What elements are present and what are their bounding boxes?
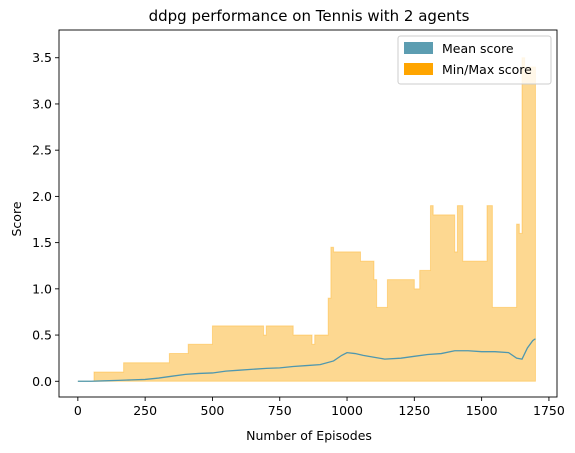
x-tick-label: 750	[268, 403, 292, 418]
y-tick-label: 3.5	[32, 50, 52, 65]
axes-frame	[58, 29, 558, 398]
y-tick-label: 0.0	[32, 374, 52, 389]
x-tick-label: 1750	[533, 403, 565, 418]
x-tick-label: 250	[133, 403, 157, 418]
x-tick-label: 1250	[398, 403, 430, 418]
x-tick-label: 1000	[331, 403, 363, 418]
x-tick-label: 500	[201, 403, 225, 418]
chart-title: ddpg performance on Tennis with 2 agents	[149, 7, 470, 25]
y-tick-label: 3.0	[32, 96, 52, 111]
legend-swatch	[404, 42, 433, 54]
plot-area	[77, 57, 536, 382]
minmax-band	[77, 57, 536, 382]
legend-label: Min/Max score	[442, 62, 532, 77]
y-tick-label: 2.0	[32, 189, 52, 204]
y-tick-label: 1.0	[32, 281, 52, 296]
x-tick-label: 0	[74, 403, 82, 418]
y-tick-label: 1.5	[32, 235, 52, 250]
x-tick-label: 1500	[466, 403, 498, 418]
y-axis-title: Score	[9, 201, 24, 236]
legend-box	[397, 35, 552, 85]
legend-label: Mean score	[442, 41, 514, 56]
y-tick-label: 0.5	[32, 328, 52, 343]
legend: Mean score Min/Max score	[397, 35, 552, 85]
y-tick-label: 2.5	[32, 143, 52, 158]
axes: 0 250 500 750 1000 1250 1500 1750 0.0 0.5 1.0 1.5 2.…	[32, 29, 565, 418]
x-axis-title: Number of Episodes	[246, 428, 372, 443]
legend-swatch	[404, 63, 433, 75]
mean-score-line	[77, 338, 536, 382]
